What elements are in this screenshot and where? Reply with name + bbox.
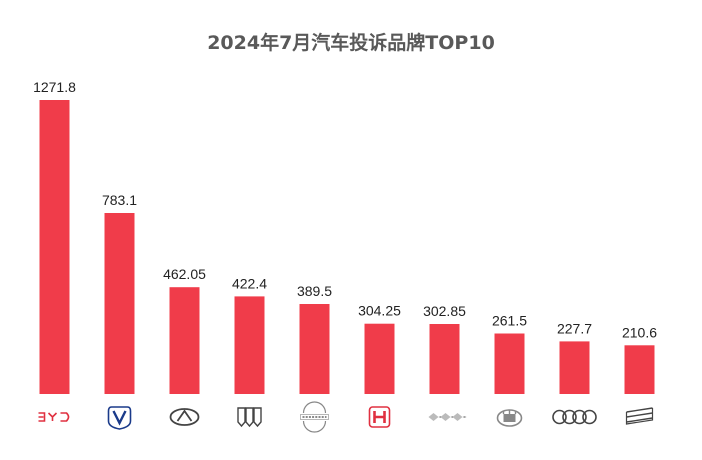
brand-logos-group [38, 401, 654, 433]
mitsubishi-logo [428, 413, 467, 421]
geely-logo [625, 407, 654, 425]
chart-title: 2024年7月汽车投诉品牌TOP10 [207, 32, 495, 54]
bar-2 [169, 287, 200, 394]
value-label-2: 462.05 [163, 266, 206, 282]
value-label-0: 1271.8 [33, 79, 76, 95]
chery-logo [169, 408, 200, 426]
byd-logo [38, 412, 70, 422]
bar-4 [299, 304, 330, 394]
bar-0 [39, 100, 70, 394]
audi-logo [552, 409, 597, 425]
bars-group [39, 100, 655, 394]
value-label-1: 783.1 [102, 192, 137, 208]
bar-1 [104, 213, 135, 394]
value-label-9: 210.6 [622, 324, 657, 340]
buick-logo [237, 407, 262, 428]
value-label-4: 389.5 [297, 283, 332, 299]
bar-5 [364, 323, 395, 394]
bar-3 [234, 296, 265, 394]
bar-9 [624, 345, 655, 394]
value-labels-group: 1271.8 783.1 462.05 422.4 389.5 304.25 302.85 2… [33, 79, 657, 340]
value-label-3: 422.4 [232, 275, 267, 291]
honda-logo [368, 406, 391, 428]
bar-6 [429, 324, 460, 394]
bar-7 [494, 333, 525, 394]
value-label-5: 304.25 [358, 303, 401, 319]
changan-logo [107, 406, 132, 430]
nissan-logo [300, 401, 329, 433]
value-label-6: 302.85 [423, 303, 466, 319]
value-label-7: 261.5 [492, 313, 527, 329]
value-label-8: 227.7 [557, 320, 592, 336]
greatwall-logo [496, 409, 523, 427]
bar-8 [559, 341, 590, 394]
